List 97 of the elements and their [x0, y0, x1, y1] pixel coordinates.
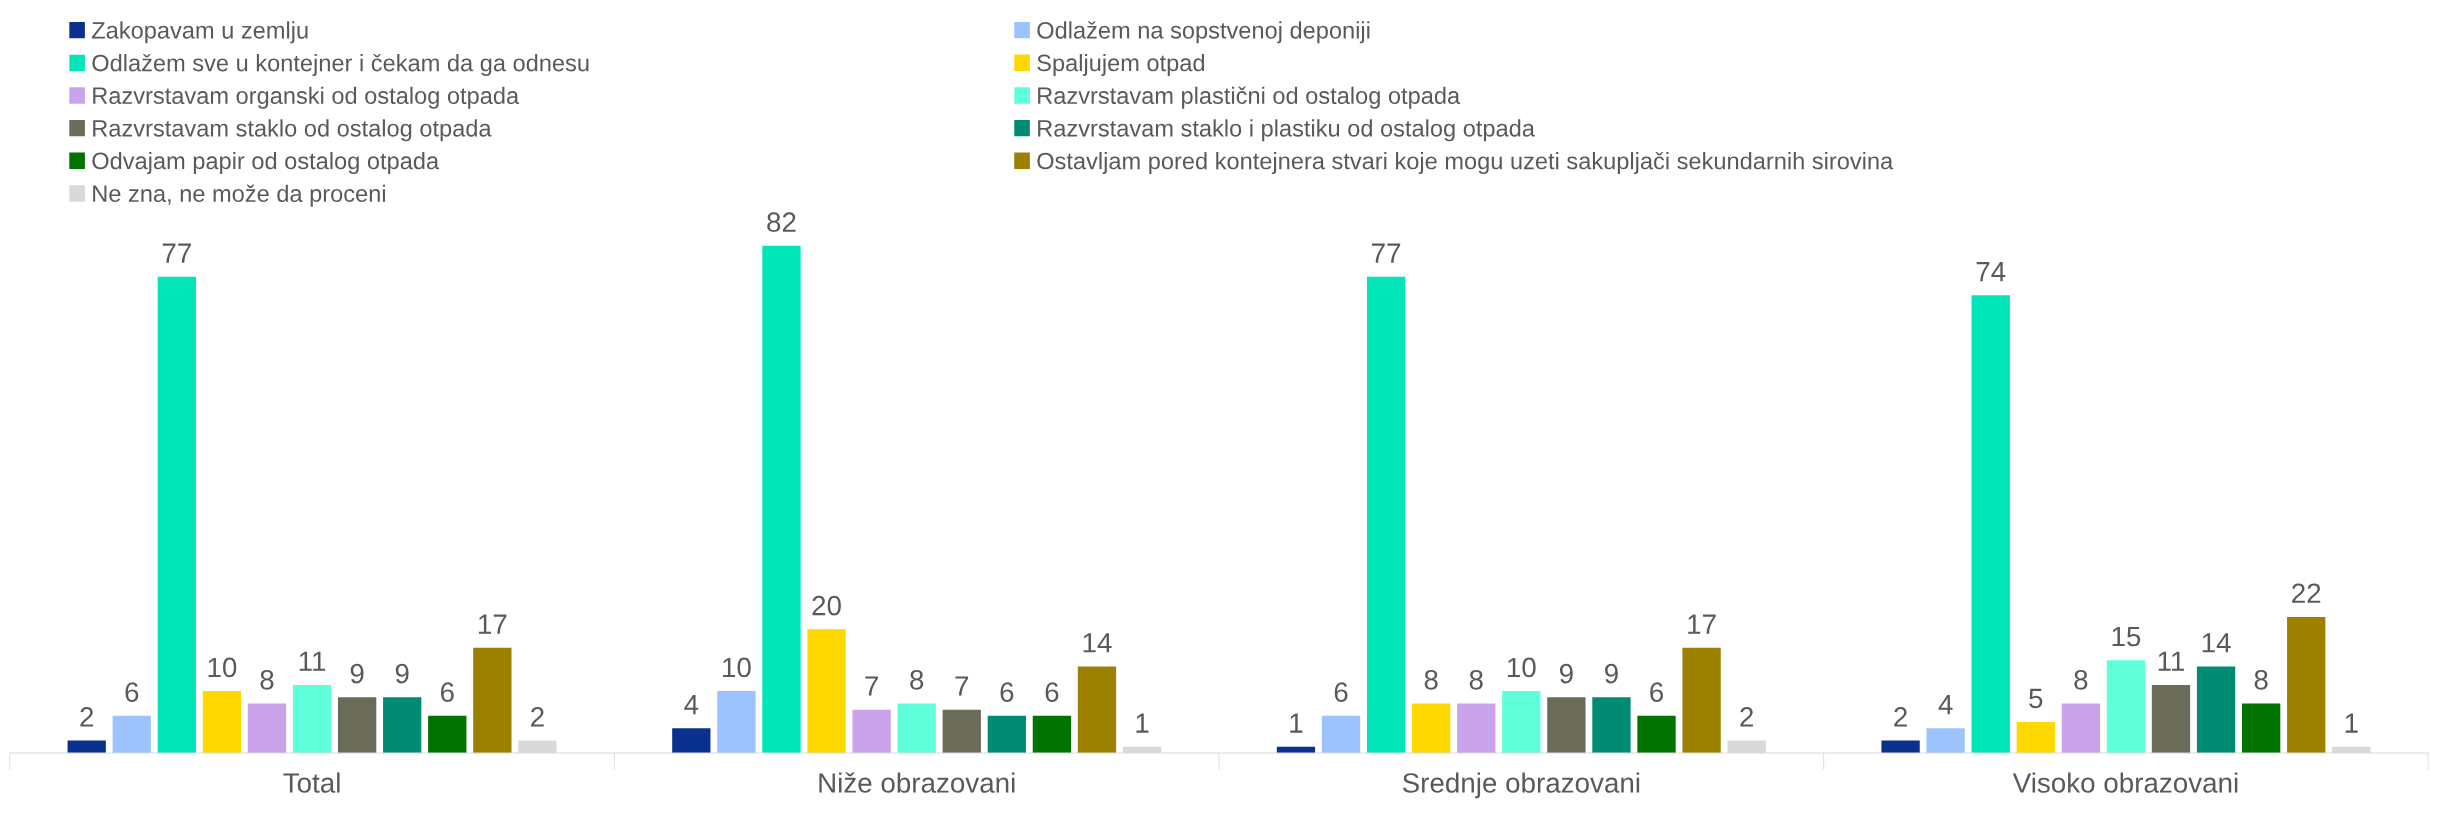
- bar: [1682, 647, 1721, 753]
- bar: [2016, 722, 2055, 753]
- bar: [852, 709, 891, 753]
- legend-label: Ne zna, ne može da proceni: [93, 184, 385, 207]
- bar: [2151, 684, 2191, 753]
- data-label: 4: [684, 695, 699, 715]
- bar: [2061, 703, 2101, 753]
- bar: [1971, 295, 2010, 753]
- bar: [157, 276, 196, 753]
- data-label: 17: [479, 614, 507, 634]
- data-label: 2: [1894, 707, 1907, 727]
- bar: [1502, 691, 1541, 753]
- data-label: 4: [1938, 695, 1953, 715]
- legend-label: Odlažem na sopstvenoj deponiji: [1037, 21, 1370, 44]
- x-tick-label: Total: [283, 772, 340, 793]
- data-label: 1: [2345, 713, 2358, 733]
- data-label: 8: [1469, 669, 1483, 690]
- data-label: 1: [1290, 713, 1303, 733]
- data-label: 77: [1372, 243, 1401, 263]
- x-tick-label: Srednje obrazovani: [1402, 772, 1640, 799]
- data-label: 6: [440, 682, 454, 703]
- data-label: 5: [2029, 688, 2043, 709]
- bar: [112, 715, 151, 753]
- bar: [383, 697, 422, 753]
- bar: [1321, 715, 1361, 753]
- legend-label: Odvajam papir od ostalog otpada: [92, 151, 440, 174]
- data-label: 2: [80, 707, 94, 727]
- legend-label: Zakopavam u zemlju: [92, 21, 308, 44]
- bar: [672, 728, 711, 753]
- bar: [987, 715, 1026, 753]
- bar: [1412, 703, 1451, 753]
- bar: [1032, 715, 1072, 753]
- data-label: 2: [1740, 707, 1753, 727]
- bar: [428, 715, 467, 753]
- bar: [717, 691, 756, 753]
- data-label: 10: [723, 657, 751, 678]
- bar: [1547, 697, 1586, 753]
- data-label: 9: [395, 663, 409, 684]
- data-label: 11: [299, 651, 326, 671]
- bar: [897, 703, 936, 753]
- bar: [247, 703, 287, 753]
- bar: [1457, 703, 1496, 753]
- bar: [1881, 740, 1920, 753]
- data-label: 6: [1650, 682, 1664, 703]
- data-label: 74: [1976, 262, 2006, 282]
- data-label: 10: [208, 657, 237, 678]
- data-label: 8: [260, 669, 274, 690]
- data-label: 8: [2074, 669, 2088, 690]
- x-tick-label: Niže obrazovani: [819, 772, 1015, 793]
- x-tick-label: Visoko obrazovani: [2012, 772, 2238, 793]
- data-label: 77: [162, 243, 191, 263]
- data-label: 6: [1000, 682, 1014, 703]
- data-label: 2: [531, 707, 544, 727]
- bar: [337, 697, 377, 753]
- data-label: 8: [910, 669, 924, 690]
- bar: [2242, 703, 2281, 753]
- data-label: 17: [1688, 614, 1716, 634]
- legend-label: Razvrstavam plastični od ostalog otpada: [1038, 86, 1461, 109]
- legend-label: Odlažem sve u kontejner i čekam da ga odnesu: [92, 53, 589, 77]
- bar: [292, 684, 332, 753]
- data-label: 8: [1424, 669, 1438, 690]
- data-label: 14: [1083, 633, 1112, 653]
- data-label: 9: [1605, 663, 1618, 684]
- bar: [807, 629, 846, 753]
- bar: [942, 709, 981, 753]
- bar: [1077, 666, 1117, 753]
- bar: [762, 245, 801, 753]
- bar: [2287, 616, 2326, 753]
- data-label: 8: [2254, 669, 2268, 690]
- legend-label: Spaljujem otpad: [1037, 53, 1205, 76]
- data-label: 1: [1136, 713, 1149, 733]
- legend-label: Ostavljam pored kontejnera stvari koje mogu uzeti sakupljači sekundarnih sirovina: [1037, 151, 1894, 175]
- data-label: 22: [2292, 583, 2321, 603]
- legend-label: Razvrstavam organski od ostalog otpada: [93, 86, 520, 109]
- bar: [1366, 276, 1406, 753]
- legend-label: Razvrstavam staklo od ostalog otpada: [93, 119, 492, 142]
- data-label: 7: [955, 676, 969, 696]
- bar: [2106, 660, 2146, 753]
- data-label: 11: [2158, 651, 2185, 671]
- data-label: 20: [812, 595, 841, 616]
- data-label: 7: [865, 676, 878, 696]
- data-label: 9: [350, 663, 364, 684]
- bar: [1637, 715, 1676, 753]
- data-label: 15: [2112, 626, 2141, 647]
- bar: [1926, 728, 1965, 753]
- bar: [473, 647, 512, 753]
- data-label: 6: [1334, 682, 1348, 703]
- bar: [2196, 666, 2236, 753]
- bar: [1592, 697, 1631, 753]
- data-label: 82: [767, 212, 796, 233]
- data-label: 6: [125, 682, 139, 703]
- data-label: 14: [2202, 633, 2231, 653]
- bar: [202, 691, 242, 753]
- data-label: 9: [1559, 663, 1573, 684]
- data-label: 6: [1045, 682, 1059, 703]
- data-label: 10: [1507, 657, 1536, 678]
- legend-label: Razvrstavam staklo i plastiku od ostalog otpada: [1038, 119, 1535, 142]
